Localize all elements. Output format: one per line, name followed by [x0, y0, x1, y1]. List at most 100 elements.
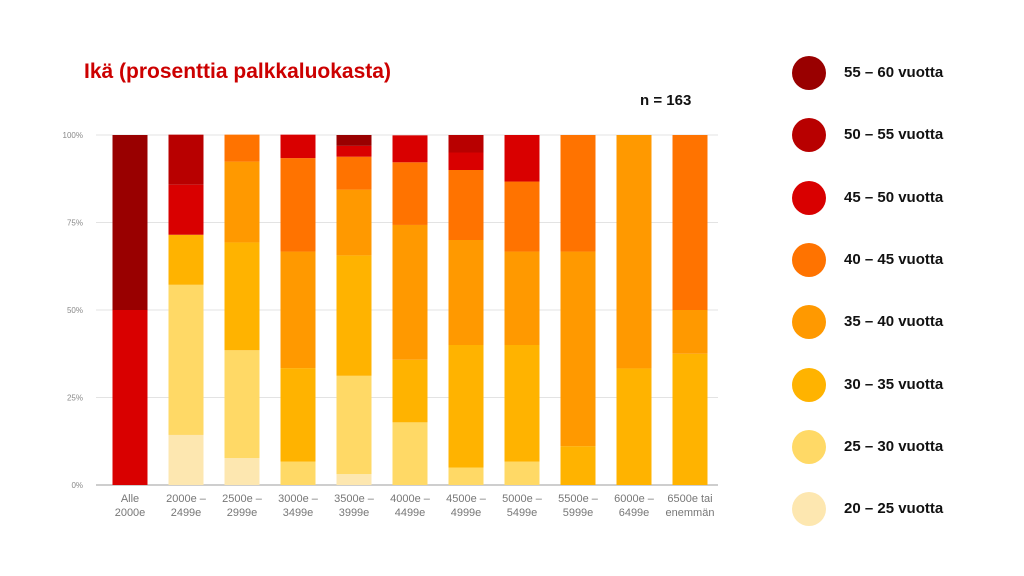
- x-tick-label: 4000e –: [390, 493, 431, 505]
- bar-segment: [280, 134, 316, 159]
- bar-segment: [560, 446, 596, 485]
- bar-segment: [504, 181, 540, 252]
- legend-swatch: [792, 367, 826, 402]
- legend-swatch: [792, 492, 826, 527]
- bar-segment: [336, 135, 372, 146]
- legend-swatch: [792, 56, 826, 90]
- bar-segment: [392, 224, 428, 360]
- x-tick-label: 2000e –: [166, 493, 207, 505]
- bar-segment: [504, 135, 540, 182]
- x-tick-label: 3499e: [283, 507, 314, 519]
- legend-item: 30 – 35 vuotta: [792, 367, 1012, 402]
- bar-segment: [336, 189, 372, 256]
- bar-segment: [392, 359, 428, 423]
- bar-segment: [392, 422, 428, 485]
- legend-label: 40 – 45 vuotta: [844, 250, 944, 268]
- legend-swatch: [792, 305, 826, 340]
- bar-segment: [280, 368, 316, 462]
- bar-segment: [224, 350, 260, 459]
- legend-label: 45 – 50 vuotta: [844, 188, 944, 206]
- legend-item: 35 – 40 vuotta: [792, 305, 1012, 340]
- legend-label: 20 – 25 vuotta: [844, 500, 944, 518]
- bar-segment: [504, 461, 540, 485]
- bar-segment: [336, 156, 372, 190]
- y-axis: 0% 25% 50% 75% 100%: [63, 131, 83, 490]
- legend-item: 25 – 30 vuotta: [792, 429, 1012, 464]
- bar-segment: [560, 135, 596, 252]
- x-tick-label: 3999e: [339, 507, 370, 519]
- bar-segment: [336, 145, 372, 157]
- x-tick-label: 2000e: [115, 507, 146, 519]
- y-tick-label: 50%: [67, 306, 83, 315]
- sample-size-label: n = 163: [640, 92, 692, 109]
- legend-item: 40 – 45 vuotta: [792, 242, 1012, 277]
- x-tick-label: Alle: [121, 493, 139, 505]
- bar-segment: [616, 368, 652, 485]
- bar-segment: [112, 310, 148, 485]
- x-tick-label: 3500e –: [334, 493, 375, 505]
- bar-segment: [504, 345, 540, 462]
- x-tick-label: enemmän: [666, 507, 715, 519]
- bar-segment: [280, 461, 316, 485]
- legend-item: 20 – 25 vuotta: [792, 492, 1012, 527]
- bar-segment: [392, 135, 428, 163]
- legend-label: 35 – 40 vuotta: [844, 313, 944, 331]
- x-tick-label: 5500e –: [558, 493, 599, 505]
- y-tick-label: 75%: [67, 219, 83, 228]
- bar-segment: [336, 255, 372, 376]
- bar-segment: [448, 345, 484, 468]
- bar-segment: [168, 234, 204, 285]
- legend-label: 50 – 55 vuotta: [844, 126, 944, 144]
- x-tick-label: 6000e –: [614, 493, 655, 505]
- chart-title: Ikä (prosenttia palkkaluokasta): [84, 60, 391, 83]
- x-tick-label: 4499e: [395, 507, 426, 519]
- legend-swatch: [792, 180, 826, 215]
- x-tick-label: 6499e: [619, 507, 650, 519]
- legend-item: 55 – 60 vuotta: [792, 56, 1012, 90]
- x-tick-label: 4500e –: [446, 493, 487, 505]
- x-tick-label: 2999e: [227, 507, 258, 519]
- bar-segment: [224, 134, 260, 162]
- x-tick-label: 2499e: [171, 507, 202, 519]
- bar-segment: [672, 353, 708, 485]
- x-tick-label: 2500e –: [222, 493, 263, 505]
- bar-segment: [504, 251, 540, 345]
- bar-segment: [168, 134, 204, 185]
- bar-segment: [280, 158, 316, 252]
- bar-segment: [280, 251, 316, 369]
- bar-segment: [560, 251, 596, 447]
- x-tick-label: 5499e: [507, 507, 538, 519]
- legend-item: 50 – 55 vuotta: [792, 118, 1012, 153]
- bar-segment: [672, 310, 708, 354]
- legend-swatch: [792, 429, 826, 464]
- x-axis: Alle 2000e 2000e – 2499e 2500e – 2999e 3000e –…: [115, 493, 715, 519]
- bar-segment: [448, 152, 484, 170]
- legend-label: 25 – 30 vuotta: [844, 437, 944, 455]
- bar-segment: [112, 135, 148, 310]
- legend-label: 30 – 35 vuotta: [844, 375, 944, 393]
- bar-segment: [448, 170, 484, 240]
- y-tick-label: 25%: [67, 394, 83, 403]
- bar-segment: [168, 284, 204, 435]
- x-tick-label: 4999e: [451, 507, 482, 519]
- x-tick-label: 3000e –: [278, 493, 319, 505]
- legend-swatch: [792, 242, 826, 277]
- bar-segment: [448, 135, 484, 153]
- legend-label: 55 – 60 vuotta: [844, 64, 944, 81]
- bar-segment: [448, 240, 484, 345]
- bar-segment: [672, 135, 708, 310]
- x-tick-label: 6500e tai: [667, 493, 712, 505]
- bar-segment: [224, 242, 260, 351]
- bar-segment: [336, 474, 372, 485]
- legend-item: 45 – 50 vuotta: [792, 180, 1012, 215]
- bar-segment: [224, 458, 260, 485]
- bar-segment: [448, 467, 484, 485]
- bar-segment: [224, 161, 260, 243]
- y-tick-label: 0%: [71, 481, 83, 490]
- y-tick-label: 100%: [63, 131, 83, 140]
- bar-segment: [168, 434, 204, 485]
- bars: [112, 134, 708, 485]
- bar-segment: [392, 162, 428, 225]
- legend-swatch: [792, 118, 826, 153]
- bar-segment: [336, 375, 372, 475]
